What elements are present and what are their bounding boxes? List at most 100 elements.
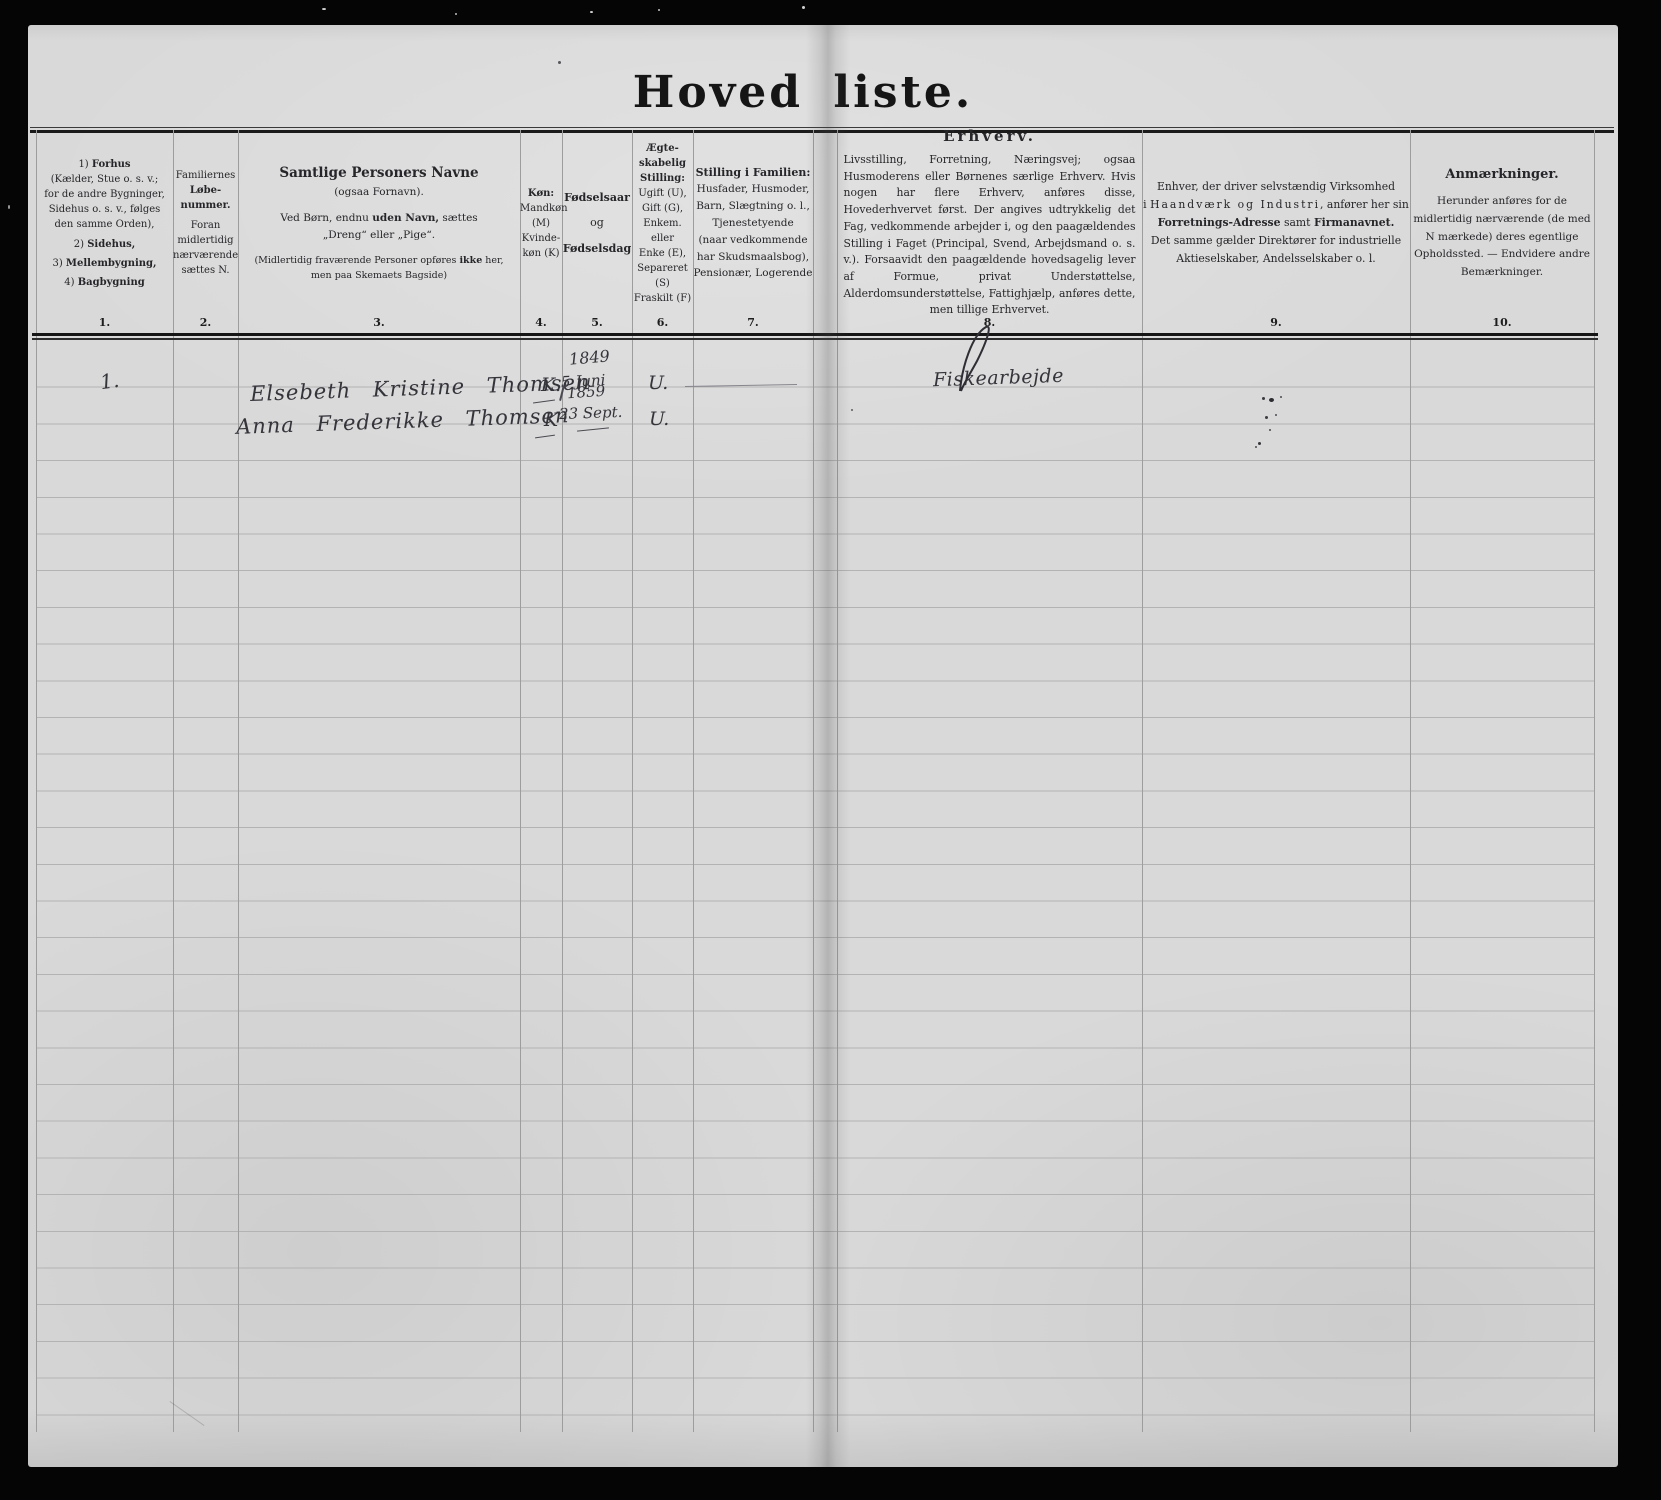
header-line: Løbe- <box>173 183 238 198</box>
column-number-4: 4. <box>535 316 547 329</box>
column-number-9: 9. <box>1270 316 1282 329</box>
header-line: nærværende <box>173 250 239 261</box>
header-text: Sidehus, <box>87 238 136 250</box>
column-number-8: 8. <box>983 316 996 329</box>
header-paragraph: Livsstilling, Forretning, Næringsvej; og… <box>843 152 1136 317</box>
header-line: Bemærkninger. <box>1460 266 1544 279</box>
header-line: 2) Sidehus, <box>36 237 173 252</box>
header-line: midlertidig nærværende (de med <box>1413 212 1591 225</box>
header-line: Ugift (U), <box>638 187 687 199</box>
header-line: Køn: <box>520 186 562 201</box>
scan-artifact-speck <box>8 205 10 209</box>
header-line: Pensionær, Logerende <box>693 267 813 280</box>
header-line: Tjenestetyende <box>712 217 794 229</box>
header-line: den samme Orden), <box>54 218 155 230</box>
header-title: Samtlige Personers Navne <box>279 164 479 181</box>
header-text: nummer. <box>180 200 231 211</box>
header-line: (S) <box>655 277 670 289</box>
header-line: Kvinde- <box>521 232 561 244</box>
scan-artifact-speck <box>590 11 593 13</box>
header-line: 4) Bagbygning <box>36 275 173 290</box>
column-divider-line <box>238 130 239 1432</box>
column-divider-line <box>1410 130 1411 1432</box>
entry-row2-sex: K <box>543 409 559 431</box>
entry-row2-birthyear: 1859 <box>566 381 606 403</box>
header-title: Fødselsdag <box>562 241 632 255</box>
header-col-erhverv: Erhverv. Livsstilling, Forretning, Nærin… <box>837 127 1142 317</box>
page-title: Hoved liste. <box>632 67 974 118</box>
entry-row1-number: 1. <box>98 367 121 395</box>
header-text: ikke <box>459 254 483 266</box>
ink-speck <box>851 409 853 411</box>
header-title: Ægte- <box>646 142 679 154</box>
header-text: 1) <box>78 158 92 170</box>
header-line: Enke (E), <box>638 247 687 259</box>
title-rule-thin <box>30 127 1614 128</box>
ink-speck <box>1258 442 1261 445</box>
header-title: Stilling: <box>640 172 685 184</box>
header-line: Fødselsaar <box>562 189 632 207</box>
scan-artifact-speck <box>802 6 805 9</box>
header-col-forhus: 1) Forhus (Kælder, Stue o. s. v.; for de… <box>36 132 173 314</box>
header-line: Sidehus o. s. v., følges <box>48 203 161 215</box>
header-line: Stilling: <box>632 171 693 186</box>
header-col-forretningsadresse: Enhver, der driver selvstændig Virksomhe… <box>1142 132 1410 314</box>
header-text: Bagbygning <box>77 276 145 288</box>
header-line: Gift (G), <box>641 202 684 214</box>
header-line: 1) Forhus <box>36 157 173 172</box>
header-col-koen: Køn: Mandkøn (M) Kvinde- køn (K) <box>520 132 568 314</box>
header-text: 3) <box>52 257 66 269</box>
header-line: Det samme gælder Direktører for industri… <box>1150 233 1402 247</box>
entry-row2-status: U. <box>649 408 670 430</box>
header-line: Ægte- <box>632 141 693 156</box>
header-text: sættes <box>439 212 478 225</box>
header-text: her, <box>482 254 504 266</box>
header-line: Familiernes <box>175 170 236 181</box>
header-title: Køn: <box>527 187 555 199</box>
header-line: Fraskilt (F) <box>633 292 692 304</box>
header-line: Ved Børn, endnu uden Navn, sættes <box>238 210 520 227</box>
header-text: 2) <box>73 238 88 250</box>
header-text: i <box>1143 198 1151 212</box>
title-rule-thick <box>30 130 1614 133</box>
header-line: nummer. <box>173 198 238 213</box>
header-line: Forretnings-Adresse samt Firmanavnet. <box>1142 214 1410 232</box>
header-line: (ogsaa Fornavn). <box>334 186 424 199</box>
header-line: Opholdssted. — Endvidere andre <box>1414 248 1590 261</box>
column-divider-line <box>1594 130 1595 1432</box>
entry-row2-birthday: 23 Sept. <box>558 402 623 424</box>
ink-speck <box>1280 396 1282 398</box>
header-line: for de andre Bygninger, <box>44 188 165 200</box>
header-col-stilling-familien: Stilling i Familien: Husfader, Husmoder,… <box>693 132 813 314</box>
column-divider-line <box>36 130 37 1432</box>
header-text: Haandværk og Industri <box>1150 198 1321 212</box>
header-line: Separeret <box>637 262 688 274</box>
header-line: og <box>590 216 604 230</box>
header-text: Ved Børn, endnu <box>280 212 373 225</box>
header-line: „Dreng“ eller „Pige“. <box>322 229 436 241</box>
header-line: køn (K) <box>522 247 560 259</box>
header-title: Stilling i Familien: <box>695 165 811 179</box>
header-col-anmaerkninger: Anmærkninger. Herunder anføres for de mi… <box>1410 132 1594 314</box>
column-number-1: 1. <box>98 316 111 329</box>
header-line: men paa Skemaets Bagside) <box>310 269 448 281</box>
census-form-page: Hoved liste. 1) Forhus (Kælder, Stue o. … <box>28 25 1618 1467</box>
ink-speck <box>1262 397 1265 400</box>
header-col-loebenummer: Familiernes Løbe- nummer. Foran midlerti… <box>173 132 238 314</box>
header-text: (Midlertidig fraværende Personer opføres <box>254 254 460 266</box>
header-text: Firmanavnet. <box>1313 216 1395 230</box>
fold-edge-line <box>813 130 814 1432</box>
header-col-navne: Samtlige Personers Navne (ogsaa Fornavn)… <box>238 132 520 314</box>
ink-speck <box>1265 416 1268 419</box>
header-text: samt <box>1280 216 1314 230</box>
header-line: i Haandværk og Industri, anfører her sin <box>1142 196 1410 214</box>
header-text: uden Navn, <box>372 212 440 225</box>
column-divider-line <box>520 130 521 1432</box>
header-line: har Skudsmaalsbog), <box>696 250 810 263</box>
header-line: Herunder anføres for de <box>1437 194 1567 207</box>
header-col-foedsel: Fødselsaar og Fødselsdag <box>562 132 632 314</box>
pen-flourish-stroke <box>959 325 990 392</box>
header-line: (M) <box>531 217 551 229</box>
header-line: sættes N. <box>181 265 230 276</box>
ink-speck <box>1269 429 1271 431</box>
